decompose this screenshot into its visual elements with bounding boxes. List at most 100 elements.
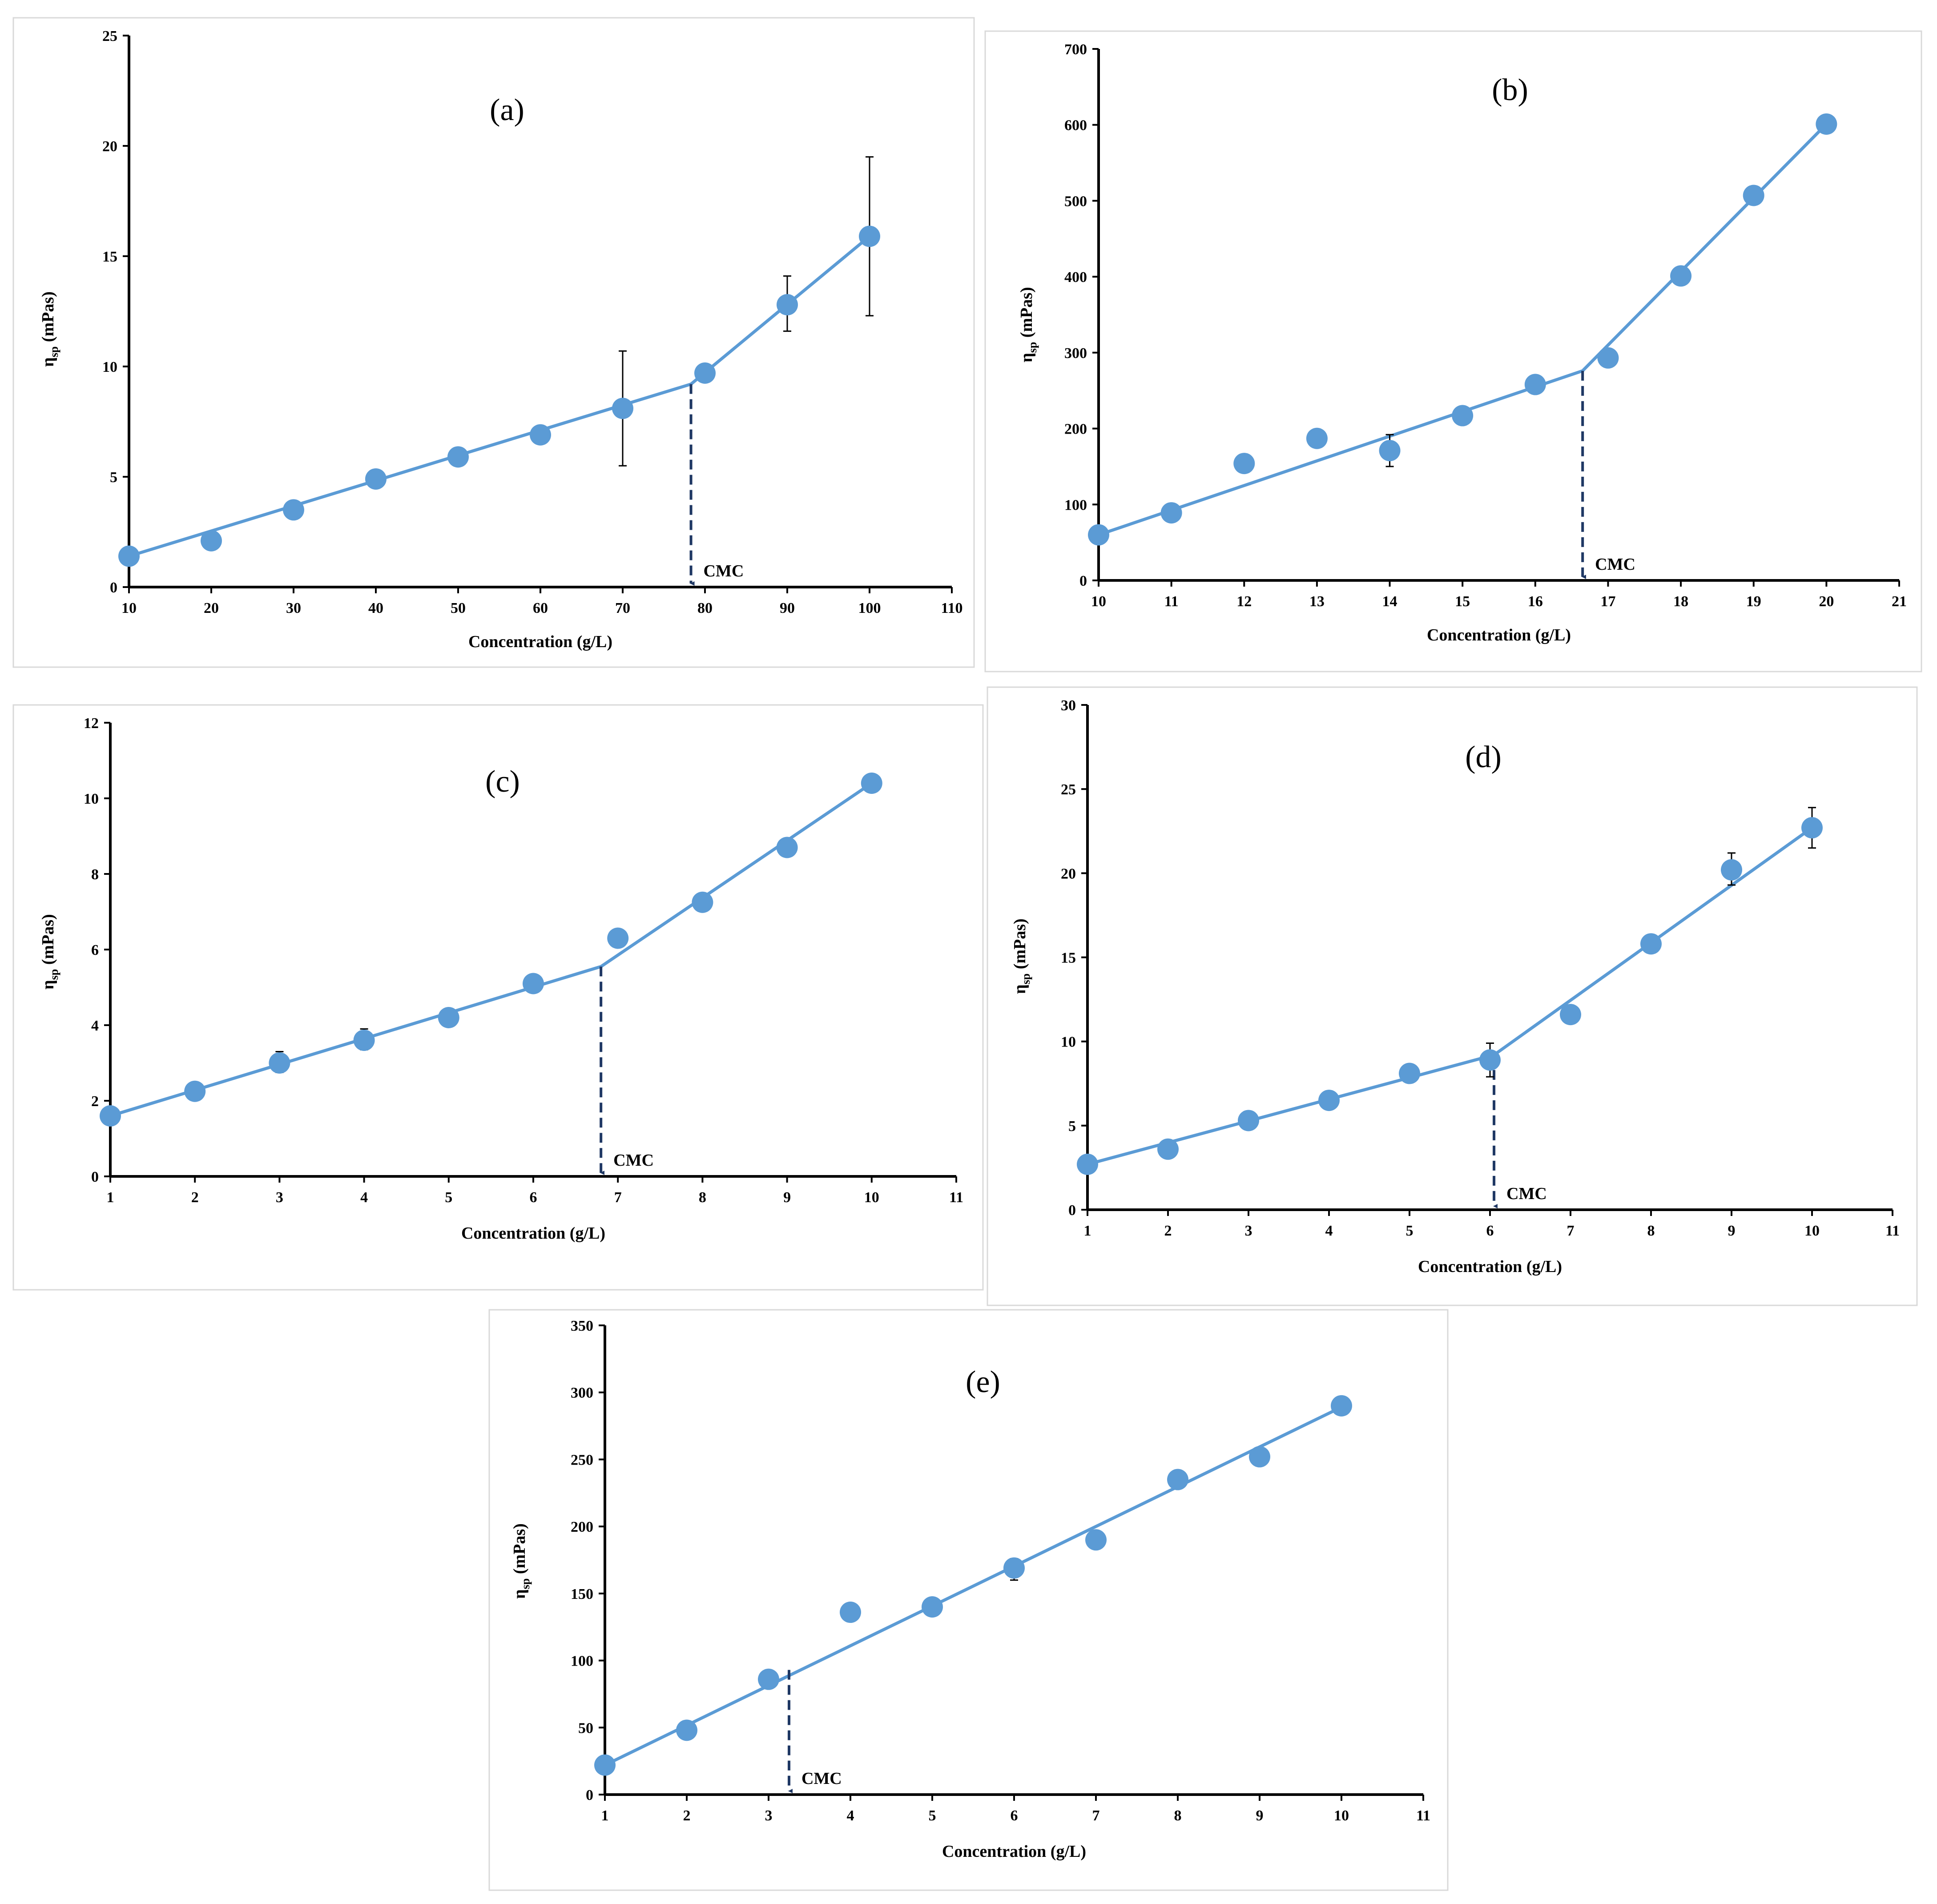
data-point (1306, 427, 1328, 449)
data-point (447, 446, 469, 468)
cmc-label: CMC (613, 1151, 654, 1170)
x-tick-label: 11 (1164, 593, 1179, 610)
data-point (353, 1030, 375, 1051)
x-tick-label: 10 (1334, 1807, 1349, 1824)
data-point (861, 773, 882, 794)
y-tick-label: 6 (91, 942, 99, 958)
x-tick-label: 3 (765, 1807, 773, 1824)
y-tick-label: 300 (571, 1385, 593, 1401)
x-tick-label: 3 (1245, 1223, 1252, 1239)
chart-panel: 10 11 12 13 14 15 16 17 18 19 20 21 0 100 200 300 400 500… (984, 30, 1922, 672)
data-point (184, 1080, 206, 1102)
chart-frame (987, 686, 1918, 1306)
data-point (1331, 1395, 1352, 1417)
x-tick-label: 1 (601, 1807, 609, 1824)
data-point (1238, 1110, 1259, 1131)
x-tick-label: 7 (1567, 1223, 1575, 1239)
y-tick-label: 15 (102, 249, 117, 265)
x-tick-label: 7 (614, 1189, 622, 1206)
data-point (201, 530, 222, 551)
x-tick-label: 8 (1174, 1807, 1182, 1824)
data-point (1479, 1049, 1501, 1071)
y-tick-label: 20 (102, 138, 117, 155)
x-tick-label: 5 (1406, 1223, 1413, 1239)
y-tick-label: 100 (1064, 497, 1087, 513)
x-tick-label: 11 (1416, 1807, 1430, 1824)
x-tick-label: 30 (286, 600, 301, 616)
data-point (1743, 185, 1764, 206)
data-point (612, 398, 633, 419)
data-point (840, 1602, 861, 1623)
data-point (118, 545, 140, 567)
data-point (594, 1754, 616, 1776)
x-tick-label: 2 (683, 1807, 691, 1824)
x-tick-label: 40 (368, 600, 383, 616)
data-point (1816, 113, 1837, 135)
data-point (438, 1007, 459, 1028)
x-tick-label: 3 (276, 1189, 283, 1206)
y-tick-label: 20 (1061, 865, 1076, 882)
x-tick-label: 21 (1892, 593, 1907, 610)
cmc-label: CMC (704, 562, 744, 580)
x-tick-label: 4 (1325, 1223, 1333, 1239)
y-tick-label: 50 (578, 1720, 593, 1736)
x-tick-label: 6 (1011, 1807, 1018, 1824)
chart-panel: 1 2 3 4 5 6 7 8 9 10 11 0 50 100 150 200 250 300 350 Concen… (488, 1309, 1449, 1891)
y-tick-label: 0 (586, 1787, 593, 1803)
y-tick-label: 150 (571, 1586, 593, 1602)
x-tick-label: 2 (1164, 1223, 1172, 1239)
y-tick-label: 100 (571, 1653, 593, 1670)
y-tick-label: 400 (1064, 269, 1087, 286)
x-axis-label: Concentration (g/L) (1427, 626, 1571, 644)
chart-frame (12, 17, 975, 668)
y-tick-label: 700 (1064, 41, 1087, 58)
data-point (1560, 1004, 1581, 1026)
x-tick-label: 5 (929, 1807, 936, 1824)
y-tick-label: 250 (571, 1452, 593, 1468)
y-tick-label: 0 (110, 580, 117, 596)
data-point (269, 1052, 290, 1074)
x-tick-label: 70 (615, 600, 630, 616)
data-point (1452, 405, 1474, 427)
x-tick-label: 15 (1455, 593, 1470, 610)
fit-line (1086, 1053, 1496, 1166)
x-tick-label: 6 (1486, 1223, 1494, 1239)
data-point (1157, 1138, 1179, 1160)
data-point (1167, 1469, 1188, 1490)
x-tick-label: 8 (1647, 1223, 1655, 1239)
x-tick-label: 4 (847, 1807, 854, 1824)
x-axis-label: Concentration (g/L) (468, 632, 612, 651)
x-tick-label: 100 (858, 600, 881, 616)
y-tick-label: 200 (571, 1519, 593, 1535)
data-point (1003, 1557, 1025, 1579)
x-tick-label: 4 (360, 1189, 368, 1206)
data-point (859, 225, 880, 247)
x-tick-label: 14 (1382, 593, 1397, 610)
x-tick-label: 7 (1092, 1807, 1100, 1824)
y-tick-label: 0 (1068, 1202, 1076, 1219)
x-tick-label: 19 (1746, 593, 1761, 610)
data-point (1640, 933, 1662, 955)
data-point (694, 362, 716, 384)
x-tick-label: 16 (1528, 593, 1543, 610)
fit-line (599, 781, 874, 968)
y-tick-label: 25 (1061, 781, 1076, 798)
x-tick-label: 60 (533, 600, 548, 616)
x-tick-label: 10 (1804, 1223, 1820, 1239)
x-tick-label: 10 (121, 600, 137, 616)
y-axis-label: ηsp (mPas) (1011, 918, 1032, 994)
y-tick-label: 500 (1064, 193, 1087, 209)
panel-label: (e) (966, 1365, 1000, 1399)
x-axis-label: Concentration (g/L) (461, 1224, 605, 1243)
data-point (1318, 1090, 1340, 1111)
cmc-label: CMC (1595, 555, 1635, 574)
panel-label: (a) (490, 93, 524, 127)
x-tick-label: 17 (1600, 593, 1615, 610)
y-tick-label: 12 (84, 715, 99, 732)
data-point (530, 424, 551, 446)
data-point (607, 927, 629, 949)
data-point (365, 468, 387, 490)
x-tick-label: 110 (941, 600, 962, 616)
cmc-label: CMC (801, 1769, 842, 1788)
fit-line (603, 1405, 1343, 1767)
